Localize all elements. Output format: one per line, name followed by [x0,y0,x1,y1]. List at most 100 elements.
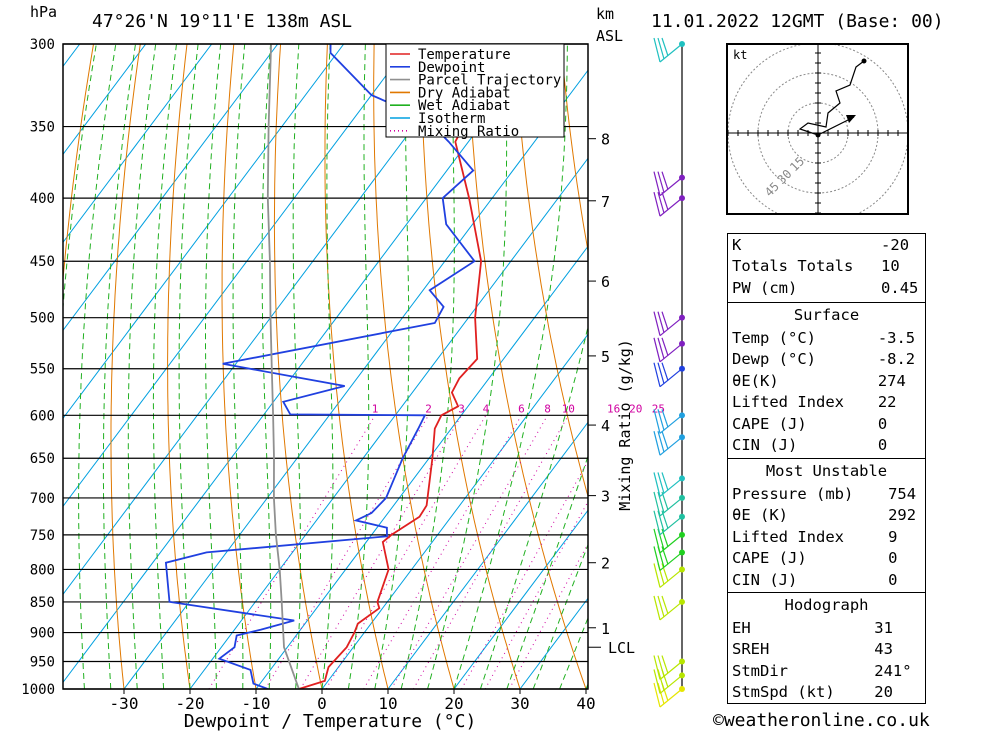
wind-barb-flag [657,311,665,333]
legend-label: Dry Adiabat [418,85,511,101]
wind-barb-flag [661,472,669,491]
index-label: StmSpd (kt) [732,683,835,702]
index-row: Lifted Index 22 [728,392,925,414]
wind-barb-flag [657,362,665,384]
hodograph-box: Hodograph EH 31 SREH 43 StmDir 241° StmSpd (kt… [727,592,926,704]
hodograph-end-dot [861,58,867,64]
legend-label: Isotherm [418,111,485,127]
mixing-ratio-axis-label: Mixing Ratio (g/kg) [616,339,634,511]
pressure-tick-label: 350 [30,120,55,136]
wind-barb [659,177,683,197]
wind-barb-flag [661,171,669,190]
index-value: -3.5 [877,328,916,347]
index-row: CIN (J) 0 [728,569,925,591]
isotherm-line [387,421,588,689]
pressure-tick-label: 550 [30,362,55,378]
index-label: θE(K) [732,371,779,390]
pressure-tick-label: 400 [30,191,55,207]
wind-barb [659,43,683,63]
hodograph-table: EH 31 SREH 43 StmDir 241° StmSpd (kt) 20 [728,617,925,703]
wet-adiabat-line [205,44,222,689]
index-label: Lifted Index [732,393,844,412]
wet-adiabat-line [427,44,508,689]
wind-barb-flag [657,655,665,677]
wet-adiabat-line [178,44,199,689]
isotherm-line [63,44,345,420]
profile-parcel-trajectory [266,44,300,689]
index-label: Totals Totals [732,257,854,276]
km-tick-label: 2 [601,555,610,573]
dry-adiabat-line [324,44,389,689]
x-tick-label: 40 [576,694,595,713]
wind-barb-flag [661,191,669,211]
pressure-tick-label: 650 [30,451,55,467]
wet-adiabat-line [532,543,588,689]
wind-barb [659,436,683,456]
wind-barb-flag [661,491,669,511]
wind-barb-flag [657,337,665,359]
index-value: 10 [881,257,900,276]
mixing-ratio-label: 2 [425,402,432,415]
hodograph-title: Hodograph [784,596,869,614]
isotherm-line [123,69,588,689]
legend-label: Dewpoint [418,60,485,76]
km-tick-label: 6 [601,273,610,291]
wind-barb-flag [653,409,661,434]
wind-barb [659,516,683,536]
index-row: PW (cm) 0.45 [728,277,925,299]
most-unstable-box: Most Unstable Pressure (mb) 754 θE (K) 292 L… [727,458,926,593]
wind-barb-flag [653,431,661,456]
index-value: 754 [888,484,917,503]
x-tick-label: 20 [444,694,463,713]
index-value: 22 [877,393,897,412]
wind-barb-flag [653,491,661,517]
wind-barb-flag [657,191,665,214]
index-value: 0 [877,436,888,455]
pressure-tick-label: 600 [30,408,55,424]
wind-barb-flag [661,563,669,582]
mixing-ratio-label: 8 [544,402,551,415]
x-tick-label: -20 [176,694,205,713]
index-value: 274 [877,371,906,390]
index-row: K -20 [728,234,925,256]
km-tick-label: 3 [601,488,610,506]
wind-barb [659,477,683,497]
hodograph-unit: kt [733,48,747,62]
pressure-tick-label: 700 [30,491,55,507]
pressure-tick-label: 850 [30,595,55,611]
pressure-tick-label: 900 [30,626,55,642]
index-value: 0 [877,414,888,433]
x-tick-label: -30 [110,694,139,713]
isotherm-line [321,333,588,689]
km-tick-label: 4 [601,417,610,435]
surface-table: Temp (°C) -3.5 Dewp (°C) -8.2 θE(K) 274 Lifted… [728,327,925,456]
wet-adiabat-line [63,44,97,314]
index-row: Lifted Index 9 [728,526,925,548]
wind-barb-flag [657,431,665,453]
isotherm-line [0,44,14,689]
pressure-tick-label: 950 [30,655,55,671]
legend-label: Wet Adiabat [418,98,511,114]
mixing-ratio-label: 10 [562,402,575,415]
isotherm-line [255,245,588,689]
wind-barb-flag [653,37,661,63]
x-tick-label: -10 [242,694,271,713]
mixing-ratio-label: 4 [483,402,490,415]
wind-barb-flag [661,362,669,381]
storm-motion-arrowhead [846,115,856,123]
wind-barb-flag [661,655,669,674]
wind-barb-flag [653,311,661,336]
index-row: Dewp (°C) -8.2 [728,349,925,371]
wind-barb-flag [653,546,661,571]
wind-barb-flag [661,409,669,428]
pressure-tick-label: 300 [30,37,55,53]
surface-box: Surface Temp (°C) -3.5 Dewp (°C) -8.2 θE(K) 2… [727,302,926,459]
index-value: 0 [888,549,898,568]
index-row: CAPE (J) 0 [728,413,925,435]
lcl-label: LCL [608,639,635,657]
credit-link[interactable]: ©weatheronline.co.uk [713,710,930,731]
index-row: θE (K) 292 [728,505,925,527]
wind-barb-flag [657,37,665,60]
x-axis-label: Dewpoint / Temperature (°C) [184,711,477,732]
